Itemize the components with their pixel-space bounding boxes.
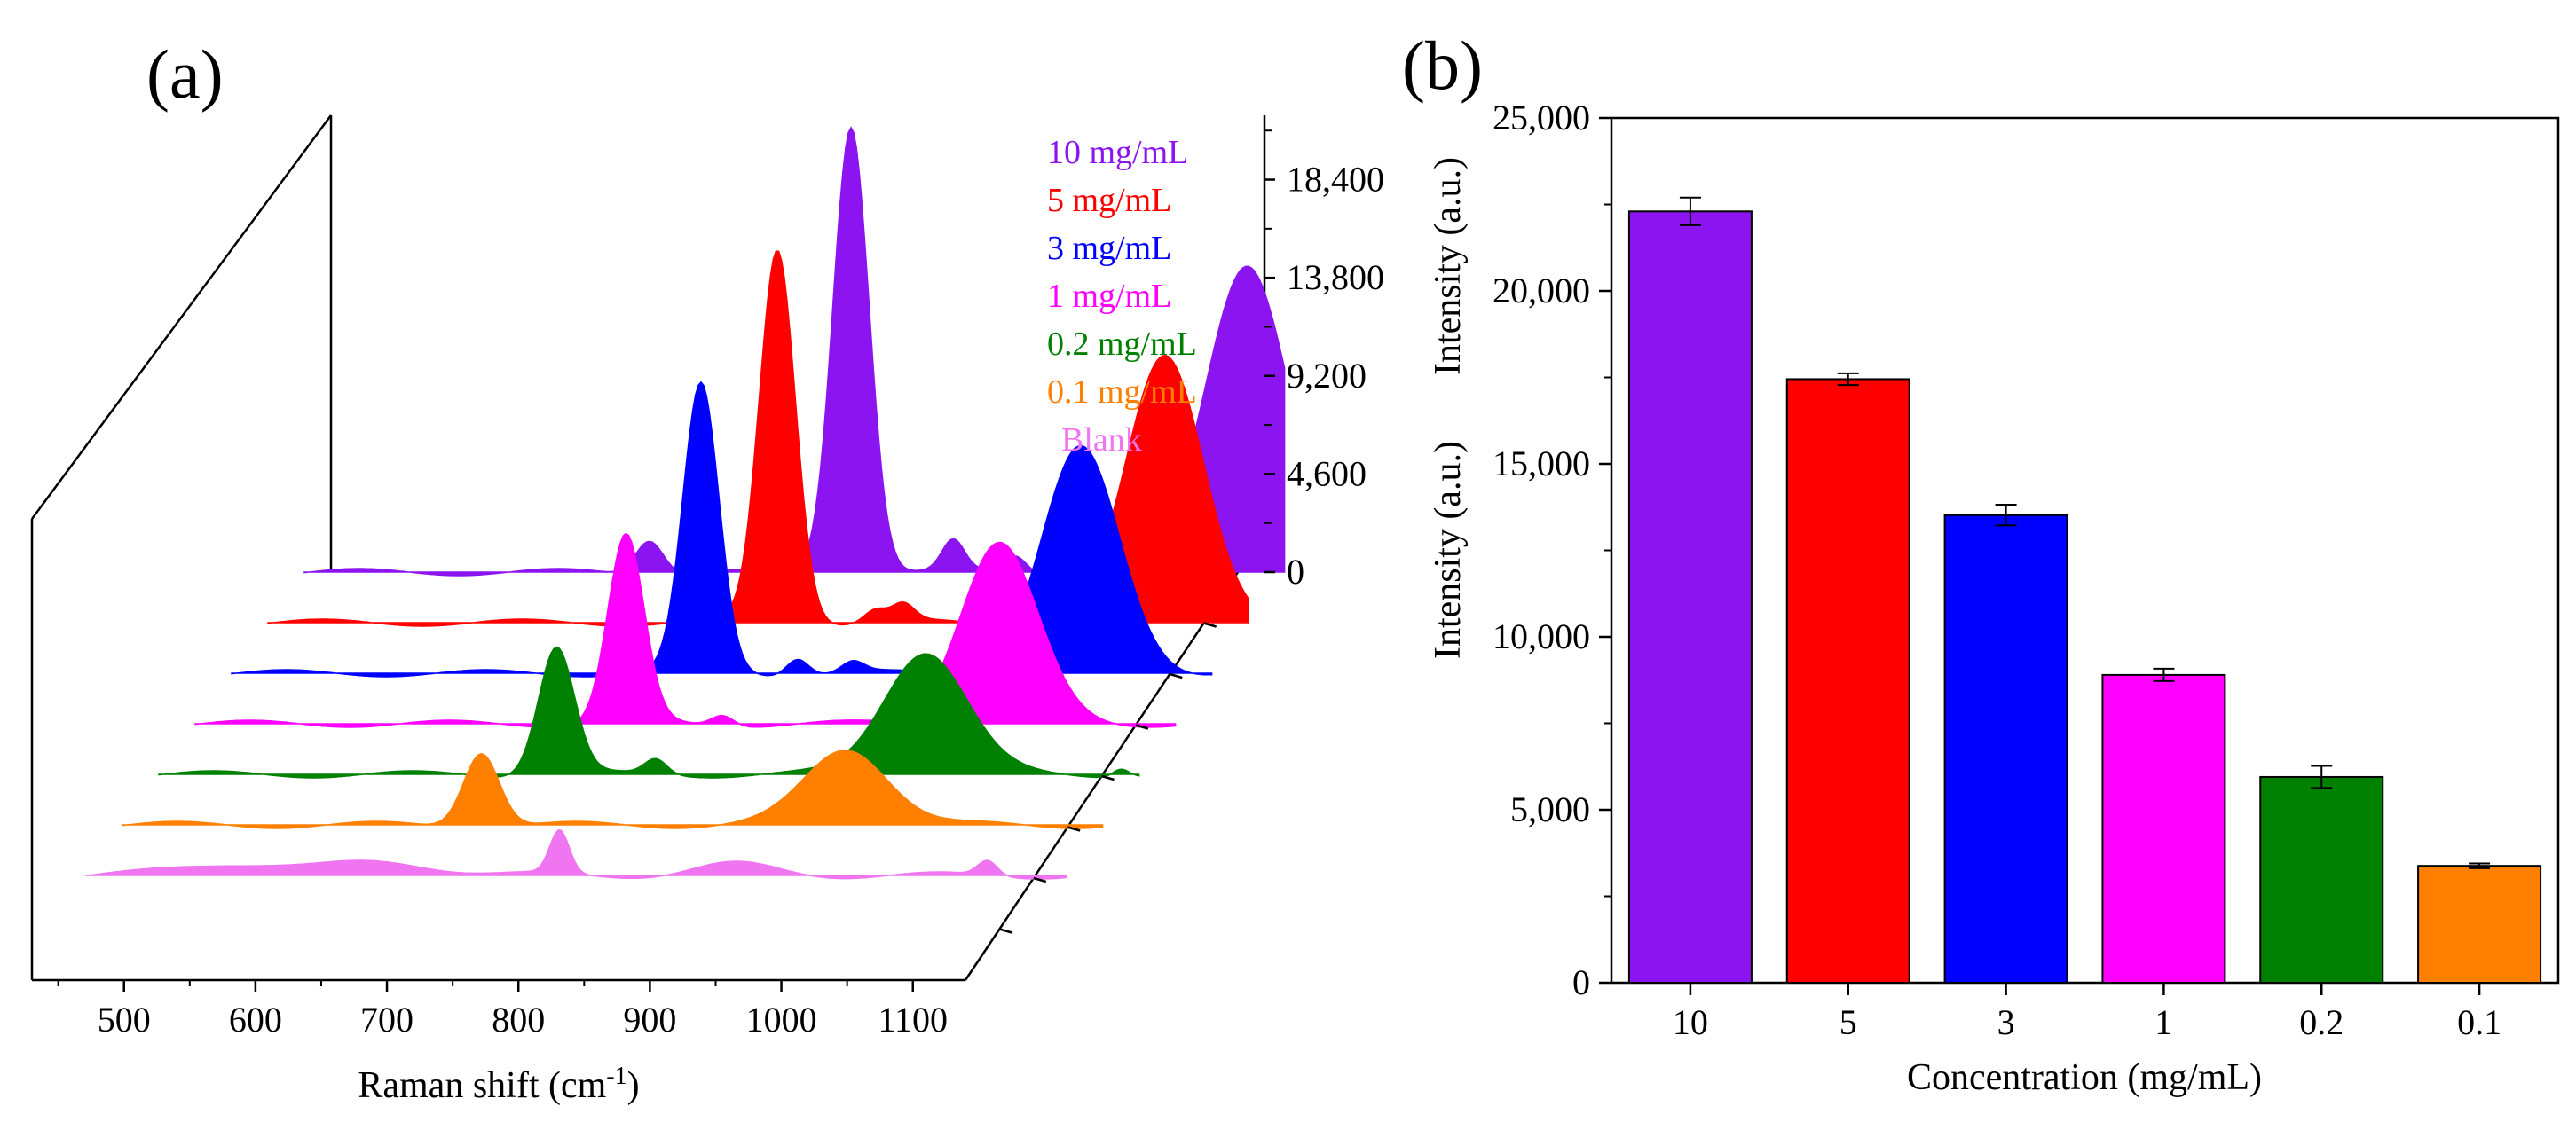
y-tick-label: 15,000 [1493,443,1590,483]
bar-3 [1943,514,2068,984]
depth-tick-mark [1033,876,1047,883]
legend-entry-blank: Blank [1061,421,1142,459]
x-tick-label: 0.2 [2299,1002,2344,1042]
x-tick-label: 900 [623,1000,676,1040]
x-tick-label: 1100 [878,1000,948,1040]
bar-y-axis-title-duplicate: Intensity (a.u.) [1428,157,1469,375]
legend-entry-0-2-mg-ml: 0.2 mg/mL [1047,326,1197,363]
legend-entry-10-mg-ml: 10 mg/mL [1047,134,1188,171]
bar-series [1627,196,2542,985]
top-left-diagonal-edge [30,114,333,520]
depth-tick-mark [1101,774,1115,781]
legend-entry-0-1-mg-ml: 0.1 mg/mL [1047,373,1197,411]
x-tick-label: 1 [2155,1002,2172,1042]
legend-entry-3-mg-ml: 3 mg/mL [1047,230,1171,267]
panel-b-label: (b) [1402,27,1483,104]
depth-tick-mark [1067,826,1081,832]
z-tick-label: 4,600 [1287,453,1367,493]
waterfall-z-ticks: 0 4,600 9,200 13,800 18,400 [1264,129,1384,592]
y-tick-label: 20,000 [1493,271,1590,310]
bar-y-axis-title: Intensity (a.u.) [1428,441,1469,659]
bar-10 [1627,210,1753,985]
depth-tick-mark [1203,622,1217,628]
x-tick-label: 5 [1839,1002,1857,1042]
bar-x-axis-title: Concentration (mg/mL) [1907,1057,2262,1098]
panel-a-label: (a) [146,35,224,113]
waterfall-depth-ticks [999,622,1217,934]
x-tick-label: 10 [1673,1002,1708,1042]
waterfall-x-ticks: 500 600 700 800 900 1000 1100 [57,980,948,1040]
y-tick-label: 0 [1572,962,1590,1002]
x-tick-label: 1000 [746,1000,817,1040]
bar-plot-frame [1610,116,2560,985]
legend-entry-5-mg-ml: 5 mg/mL [1047,182,1171,219]
ridge-3-mg-ml [231,381,1213,678]
legend-entry-1-mg-ml: 1 mg/mL [1047,278,1171,315]
bar-0-2 [2259,775,2384,985]
depth-tick-mark [999,928,1012,934]
x-tick-label: 500 [98,1000,151,1040]
ridge-1-mg-ml [194,532,1177,728]
ridge-0-2-mg-ml [158,646,1140,779]
y-tick-label: 10,000 [1493,616,1590,656]
z-tick-label: 0 [1287,552,1304,592]
y-tick-label: 5,000 [1510,789,1590,829]
z-tick-label: 9,200 [1287,356,1367,396]
depth-tick-mark [1135,724,1149,730]
x-tick-label: 3 [1997,1002,2015,1042]
waterfall-x-axis-title: Raman shift (cm-1) [358,1063,639,1107]
waterfall-ridges [85,126,1286,880]
waterfall-legend: 10 mg/mL 5 mg/mL 3 mg/mL 1 mg/mL 0.2 mg/mL 0.… [1047,134,1197,459]
x-tick-label: 800 [492,1000,545,1040]
bar-y-ticks: 0 5,000 10,000 15,000 20,000 25,000 [1493,98,1611,1002]
y-tick-label: 25,000 [1493,98,1590,137]
x-tick-label: 700 [360,1000,414,1040]
bar-1 [2101,673,2226,985]
ridge-0-1-mg-ml [122,750,1104,829]
panel-a-waterfall-chart: (a) 500 600 700 800 900 1000 1100 0 4,600 9,200 1… [30,35,1384,1107]
x-tick-label: 600 [229,1000,282,1040]
z-tick-label: 18,400 [1287,160,1384,200]
depth-tick-mark [1169,672,1183,679]
z-tick-label: 13,800 [1287,257,1384,297]
ridge-blank [85,829,1067,880]
bar-0-1 [2417,865,2542,984]
x-tick-label: 0.1 [2457,1002,2501,1042]
bar-x-ticks: 10 5 3 1 0.2 0.1 [1673,983,2501,1042]
bar-5 [1785,378,1910,984]
